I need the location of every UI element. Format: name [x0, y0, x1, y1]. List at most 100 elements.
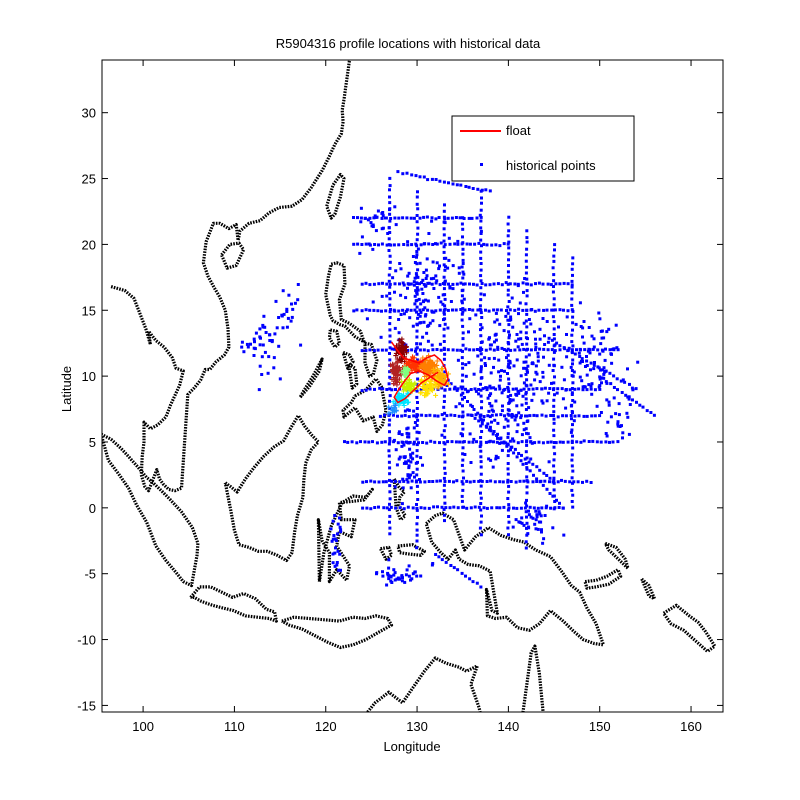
historical-point [397, 430, 401, 434]
historical-point [480, 479, 484, 483]
historical-point [525, 289, 529, 293]
historical-point [578, 355, 582, 358]
historical-point [591, 439, 595, 443]
historical-point [528, 414, 532, 418]
historical-point [252, 337, 256, 341]
float-profile-marker [401, 348, 407, 354]
historical-point [502, 505, 506, 509]
historical-point [416, 190, 419, 194]
historical-point [379, 335, 383, 339]
historical-point [512, 506, 515, 510]
historical-point [381, 387, 385, 391]
historical-point [525, 443, 529, 447]
historical-point [415, 255, 418, 259]
historical-point [480, 326, 484, 330]
historical-point [480, 340, 484, 344]
historical-point [552, 476, 556, 480]
historical-point [385, 282, 389, 286]
historical-point [592, 345, 596, 349]
historical-point [549, 414, 553, 417]
historical-point [368, 283, 372, 287]
historical-point [448, 387, 452, 391]
historical-point [389, 575, 393, 579]
historical-point [526, 364, 530, 368]
historical-point [442, 318, 445, 322]
historical-point [534, 346, 538, 349]
historical-point [387, 577, 391, 581]
historical-point [418, 480, 422, 484]
historical-point [479, 358, 483, 362]
historical-point [418, 348, 422, 352]
historical-point [419, 506, 423, 510]
historical-point [522, 523, 526, 527]
historical-point [489, 386, 493, 390]
historical-point [441, 293, 445, 297]
historical-point [480, 422, 484, 426]
historical-point [419, 456, 423, 460]
historical-point [468, 282, 471, 286]
historical-point [571, 505, 575, 509]
float-profile-marker [420, 384, 426, 390]
historical-point [506, 293, 510, 297]
historical-point [489, 458, 493, 462]
historical-point [463, 308, 467, 312]
historical-point [336, 522, 340, 526]
historical-point [497, 358, 501, 362]
historical-point [436, 414, 440, 418]
historical-point [553, 343, 557, 347]
historical-point [571, 321, 575, 325]
historical-point [416, 498, 420, 501]
float-profile-marker [433, 392, 439, 398]
historical-point [561, 414, 565, 418]
historical-point [443, 411, 447, 415]
historical-point [289, 319, 293, 323]
historical-point [587, 326, 591, 329]
historical-point [457, 414, 461, 418]
historical-point [507, 533, 510, 537]
historical-point [405, 427, 409, 431]
historical-point [542, 308, 546, 312]
historical-point [556, 387, 560, 391]
historical-point [489, 479, 493, 483]
historical-point [507, 503, 511, 507]
historical-point [415, 395, 419, 399]
historical-point [507, 275, 511, 279]
y-tick-label: 0 [89, 501, 96, 516]
historical-point [558, 440, 562, 444]
historical-point [476, 308, 480, 312]
historical-point [253, 347, 257, 351]
historical-point [434, 217, 438, 221]
historical-point [461, 307, 465, 311]
float-profile-marker [393, 377, 399, 383]
historical-point [388, 282, 392, 286]
historical-point [387, 382, 391, 386]
historical-point [535, 414, 539, 418]
historical-point [404, 296, 408, 300]
historical-point [565, 315, 569, 319]
historical-point [520, 521, 524, 525]
historical-point [464, 185, 468, 188]
historical-point [465, 506, 469, 510]
historical-point [517, 520, 521, 524]
historical-point [390, 479, 394, 483]
historical-point [413, 421, 417, 424]
historical-point [489, 343, 493, 347]
historical-point [590, 382, 594, 386]
historical-point [274, 299, 278, 303]
historical-point [438, 479, 442, 483]
historical-point [402, 479, 406, 483]
historical-point [419, 574, 423, 578]
historical-point [570, 387, 574, 390]
historical-point [418, 175, 422, 179]
historical-point [577, 414, 581, 418]
historical-point [513, 282, 517, 286]
historical-point [608, 371, 612, 375]
historical-point [397, 243, 401, 247]
plot-area [102, 60, 717, 712]
historical-point [533, 441, 537, 445]
historical-point [387, 558, 391, 562]
historical-point [507, 389, 511, 393]
historical-point [388, 266, 392, 270]
historical-point [377, 480, 381, 484]
historical-point [396, 441, 400, 445]
